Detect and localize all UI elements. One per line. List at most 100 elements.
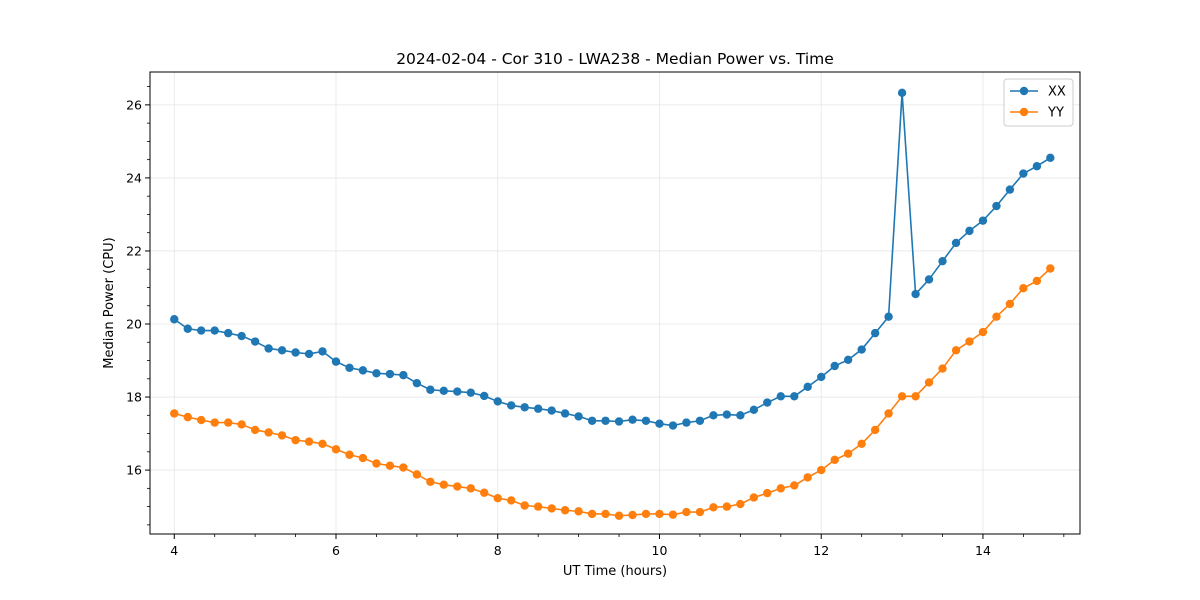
data-point-yy: [345, 450, 354, 459]
y-tick-label: 18: [126, 390, 142, 405]
data-point-xx: [466, 388, 476, 397]
data-point-yy: [277, 431, 287, 440]
data-point-xx: [264, 344, 273, 353]
data-point-xx: [345, 363, 354, 373]
axis-ticks: 4 6 8 10 12 14 16 18 20 22 24 26: [126, 86, 1065, 558]
y-axis-label: Median Power (CPU): [102, 237, 117, 368]
data-point-yy: [183, 412, 192, 422]
legend: XX YY: [1003, 78, 1074, 127]
data-point-yy: [210, 418, 219, 427]
series-yy: [170, 264, 1055, 520]
data-point-yy: [803, 473, 812, 482]
data-point-xx: [655, 419, 664, 428]
x-tick-label: 6: [332, 543, 340, 558]
data-point-yy: [264, 428, 273, 437]
data-point-yy: [412, 470, 422, 479]
data-point-xx: [237, 331, 246, 341]
data-point-xx: [897, 88, 907, 98]
data-point-xx: [318, 347, 327, 356]
data-point-yy: [399, 463, 408, 472]
data-point-yy: [385, 461, 395, 470]
data-point-xx: [911, 289, 920, 299]
data-point-yy: [897, 392, 907, 401]
data-point-yy: [426, 477, 435, 486]
data-point-xx: [304, 349, 314, 359]
data-point-xx: [453, 387, 462, 396]
data-point-yy: [331, 445, 341, 454]
data-point-yy: [493, 494, 502, 503]
data-point-xx: [614, 417, 624, 426]
data-point-yy: [695, 507, 705, 517]
data-point-yy: [870, 425, 880, 435]
data-point-xx: [884, 312, 893, 321]
data-point-xx: [547, 406, 556, 415]
data-point-yy: [291, 435, 300, 445]
data-point-xx: [587, 416, 597, 425]
data-point-xx: [291, 348, 300, 357]
data-point-yy: [924, 378, 934, 387]
data-point-yy: [682, 507, 691, 517]
data-point-yy: [1046, 264, 1055, 273]
y-tick-label: 24: [126, 170, 142, 185]
data-point-yy: [978, 327, 988, 337]
data-point-yy: [749, 493, 759, 502]
plot-frame: [149, 71, 1081, 535]
data-point-yy: [601, 509, 610, 519]
data-point-yy: [1032, 276, 1042, 286]
data-point-yy: [453, 482, 462, 491]
data-point-yy: [1005, 299, 1015, 309]
y-tick-label: 20: [126, 317, 142, 332]
data-point-xx: [965, 226, 974, 236]
data-point-xx: [736, 411, 745, 420]
data-point-xx: [358, 366, 368, 375]
data-point-xx: [870, 328, 880, 338]
data-point-xx: [830, 361, 839, 371]
x-axis-label: UT Time (hours): [563, 564, 667, 579]
series-area: [170, 88, 1055, 520]
data-point-xx: [857, 345, 866, 354]
y-tick-label: 26: [126, 97, 142, 112]
legend-label-xx: XX: [1048, 85, 1066, 100]
x-tick-label: 8: [494, 543, 502, 558]
y-tick-label: 16: [126, 463, 142, 478]
data-point-xx: [924, 275, 934, 284]
data-point-xx: [641, 416, 651, 425]
legend-marker-xx: [1019, 86, 1029, 96]
data-point-yy: [480, 488, 489, 497]
data-point-xx: [749, 405, 759, 415]
data-point-yy: [560, 506, 570, 515]
data-point-xx: [507, 401, 516, 410]
data-point-xx: [1032, 162, 1042, 171]
data-point-xx: [210, 326, 219, 335]
data-point-xx: [790, 392, 799, 401]
legend-label-yy: YY: [1047, 106, 1064, 121]
x-tick-label: 12: [813, 543, 829, 558]
data-point-xx: [412, 378, 422, 388]
data-point-yy: [170, 409, 179, 418]
data-point-yy: [358, 453, 368, 463]
data-point-xx: [628, 415, 637, 424]
data-point-yy: [790, 481, 799, 490]
data-point-xx: [493, 397, 502, 406]
data-point-xx: [843, 355, 853, 364]
data-point-yy: [547, 504, 556, 513]
data-point-yy: [641, 509, 651, 519]
data-point-xx: [196, 326, 206, 335]
data-point-yy: [938, 364, 947, 373]
data-point-yy: [250, 425, 260, 435]
data-point-xx: [668, 421, 678, 430]
data-point-yy: [655, 509, 664, 519]
data-point-xx: [183, 324, 192, 333]
data-point-xx: [574, 412, 583, 421]
data-point-yy: [224, 418, 233, 427]
data-point-xx: [951, 238, 961, 248]
data-point-yy: [520, 501, 529, 510]
data-point-xx: [250, 337, 260, 346]
data-point-xx: [682, 418, 691, 427]
data-point-yy: [722, 502, 732, 511]
data-point-xx: [709, 411, 718, 420]
data-point-xx: [277, 346, 287, 355]
data-point-xx: [938, 256, 947, 266]
legend-marker-yy: [1019, 107, 1029, 117]
